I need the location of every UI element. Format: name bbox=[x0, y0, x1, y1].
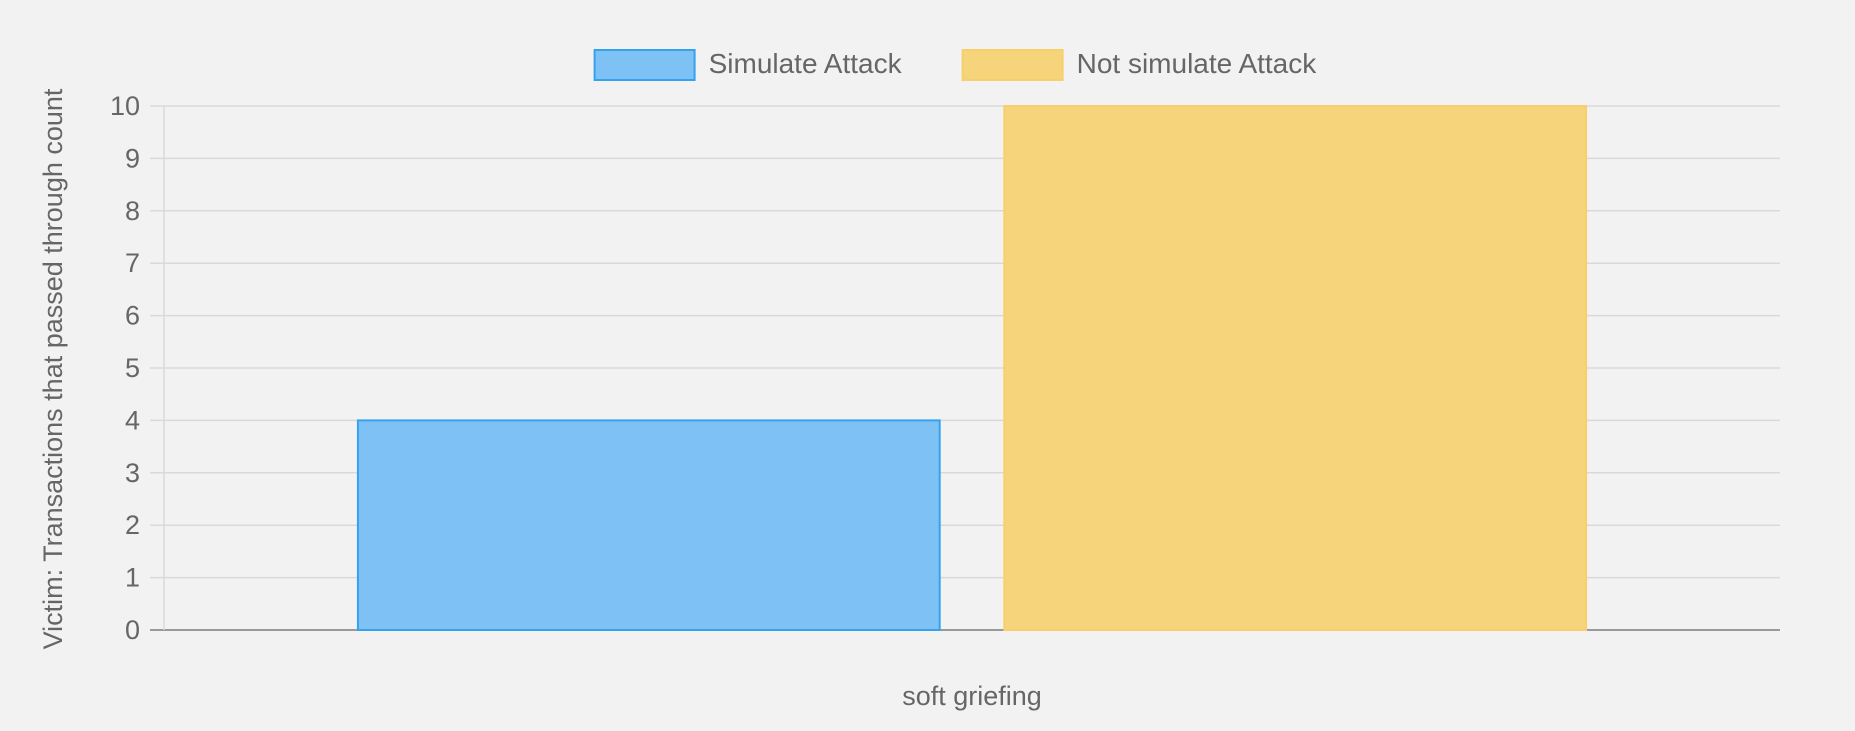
bar-not-simulate-attack bbox=[1003, 105, 1588, 631]
y-tick-label: 0 bbox=[125, 615, 140, 645]
legend-swatch bbox=[593, 49, 696, 81]
y-axis-ticks: 0 1 2 3 4 5 6 7 8 9 10 bbox=[110, 91, 140, 645]
y-axis-title: Victim: Transactions that passed through… bbox=[38, 88, 68, 649]
x-axis: soft griefing bbox=[902, 681, 1042, 711]
y-tick-label: 7 bbox=[125, 248, 140, 278]
y-tick-label: 3 bbox=[125, 458, 140, 488]
legend-label: Simulate Attack bbox=[709, 48, 903, 79]
x-tick-label: soft griefing bbox=[902, 681, 1042, 711]
bars bbox=[356, 105, 1588, 631]
legend-label: Not simulate Attack bbox=[1077, 48, 1318, 79]
legend: Simulate Attack Not simulate Attack bbox=[593, 48, 1318, 81]
y-tick-label: 1 bbox=[125, 563, 140, 593]
legend-swatch bbox=[961, 49, 1064, 81]
bar-simulate-attack bbox=[356, 419, 941, 631]
y-tick-label: 4 bbox=[125, 405, 140, 435]
y-tick-label: 8 bbox=[125, 196, 140, 226]
y-tick-label: 2 bbox=[125, 510, 140, 540]
y-tick-label: 9 bbox=[125, 143, 140, 173]
y-tick-label: 10 bbox=[110, 91, 140, 121]
y-tick-label: 6 bbox=[125, 301, 140, 331]
y-tick-label: 5 bbox=[125, 353, 140, 383]
